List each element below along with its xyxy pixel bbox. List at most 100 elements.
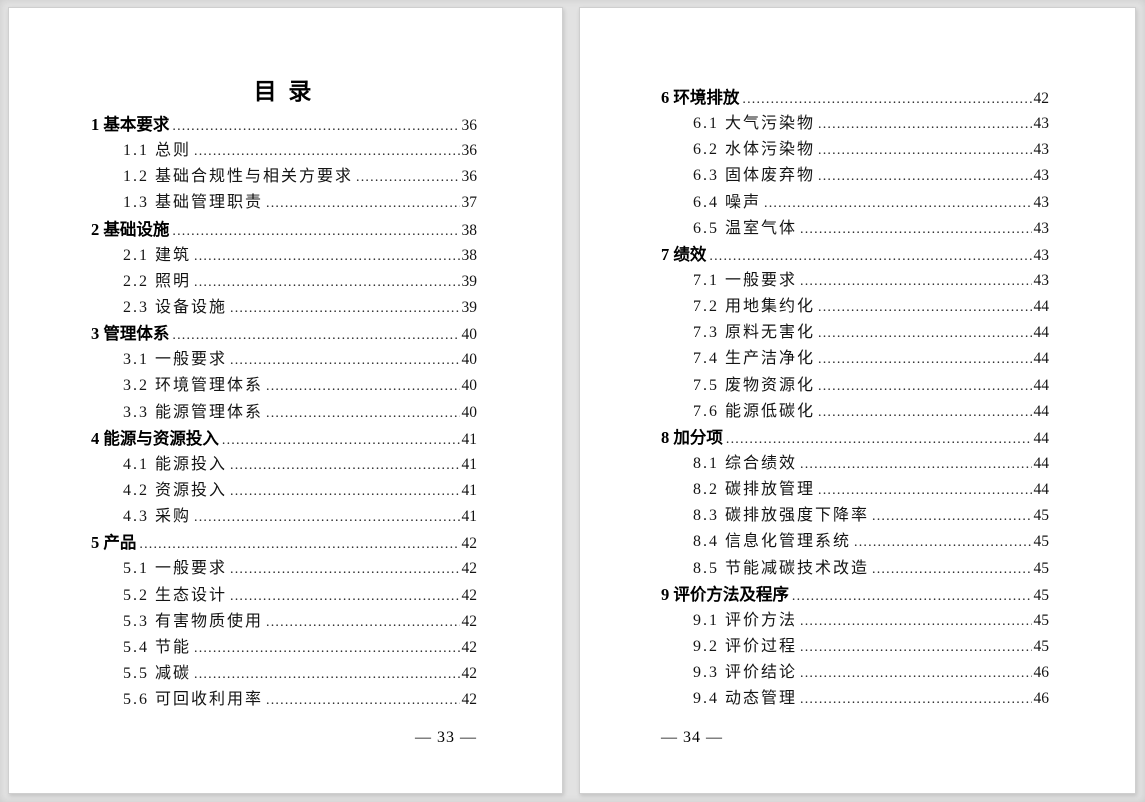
toc-list-left: 1 基本要求 36 1.1 总则 36 1.2 基础合规性与相关方要求 36 1… (91, 112, 477, 713)
toc-entry[interactable]: 5.5 减碳 42 (91, 661, 477, 687)
toc-entry-page-number: 43 (1033, 246, 1050, 264)
toc-entry-page-number: 43 (1033, 167, 1050, 185)
toc-entry-page-number: 42 (1033, 90, 1050, 107)
toc-entry[interactable]: 4.3 采购 41 (91, 504, 477, 530)
toc-entry[interactable]: 3.1 一般要求 40 (91, 347, 477, 373)
toc-entry[interactable]: 4.1 能源投入 41 (91, 452, 477, 478)
toc-entry-label: 7.3 原料无害化 (693, 324, 816, 342)
toc-dot-leader (194, 139, 459, 165)
toc-entry[interactable]: 6.3 固体废弃物 43 (661, 163, 1049, 189)
toc-dot-leader (764, 191, 1031, 217)
toc-entry-label: 6 环境排放 (661, 88, 740, 107)
toc-dot-leader (356, 165, 459, 191)
toc-entry[interactable]: 1.3 基础管理职责 37 (91, 190, 477, 216)
toc-entry[interactable]: 3.3 能源管理体系 40 (91, 400, 477, 426)
toc-entry[interactable]: 8.1 综合绩效 44 (661, 451, 1049, 477)
toc-entry-page-number: 45 (1033, 533, 1050, 551)
toc-entry-page-number: 43 (1033, 193, 1050, 211)
toc-entry-label: 3.1 一般要求 (123, 351, 228, 369)
toc-entry[interactable]: 2.1 建筑 38 (91, 243, 477, 269)
toc-entry[interactable]: 6.2 水体污染物 43 (661, 137, 1049, 163)
toc-entry[interactable]: 7.3 原料无害化 44 (661, 320, 1049, 346)
toc-entry[interactable]: 8.3 碳排放强度下降率 45 (661, 503, 1049, 529)
toc-entry[interactable]: 9.2 评价过程 45 (661, 634, 1049, 660)
toc-dot-leader (800, 609, 1031, 635)
toc-entry[interactable]: 9.1 评价方法 45 (661, 608, 1049, 634)
toc-entry-label: 6.1 大气污染物 (693, 115, 816, 133)
toc-entry[interactable]: 1 基本要求 36 (91, 112, 477, 138)
toc-entry[interactable]: 2 基础设施 38 (91, 217, 477, 243)
toc-entry-label: 2.2 照明 (123, 272, 192, 290)
toc-entry[interactable]: 3.2 环境管理体系 40 (91, 373, 477, 399)
toc-entry-page-number: 44 (1033, 324, 1050, 342)
toc-dot-leader (194, 662, 459, 688)
toc-entry-label: 3.2 环境管理体系 (123, 377, 264, 395)
toc-entry-page-number: 44 (1033, 402, 1050, 420)
toc-entry-page-number: 42 (461, 586, 478, 604)
toc-entry[interactable]: 7.4 生产洁净化 44 (661, 346, 1049, 372)
toc-entry[interactable]: 5.3 有害物质使用 42 (91, 609, 477, 635)
toc-dot-leader (818, 374, 1031, 400)
toc-entry-label: 7.1 一般要求 (693, 271, 798, 289)
toc-entry[interactable]: 9.4 动态管理 46 (661, 686, 1049, 712)
toc-entry[interactable]: 1.1 总则 36 (91, 138, 477, 164)
toc-list-right: 6 环境排放 42 6.1 大气污染物 43 6.2 水体污染物 43 6.3 … (661, 85, 1049, 712)
toc-entry[interactable]: 2.2 照明 39 (91, 269, 477, 295)
toc-dot-leader (230, 296, 459, 322)
toc-entry[interactable]: 7.6 能源低碳化 44 (661, 399, 1049, 425)
toc-entry[interactable]: 3 管理体系 40 (91, 321, 477, 347)
toc-entry[interactable]: 5.1 一般要求 42 (91, 556, 477, 582)
toc-entry-page-number: 43 (1033, 219, 1050, 237)
toc-entry-label: 9.4 动态管理 (693, 690, 798, 708)
toc-entry[interactable]: 5.4 节能 42 (91, 635, 477, 661)
toc-entry-page-number: 38 (461, 221, 478, 239)
toc-entry-label: 5.3 有害物质使用 (123, 612, 264, 630)
toc-title: 目 录 (253, 79, 315, 104)
toc-entry-label: 4.1 能源投入 (123, 455, 228, 473)
toc-dot-leader (266, 374, 459, 400)
toc-entry[interactable]: 7 绩效 43 (661, 242, 1049, 268)
toc-dot-leader (872, 504, 1031, 530)
toc-entry[interactable]: 4.2 资源投入 41 (91, 478, 477, 504)
toc-entry[interactable]: 5.2 生态设计 42 (91, 583, 477, 609)
toc-entry-page-number: 45 (1033, 507, 1050, 525)
toc-entry-page-number: 42 (461, 691, 478, 709)
toc-entry[interactable]: 8.5 节能减碳技术改造 45 (661, 556, 1049, 582)
toc-dot-leader (230, 348, 459, 374)
toc-entry-label: 8.5 节能减碳技术改造 (693, 559, 870, 577)
toc-entry[interactable]: 2.3 设备设施 39 (91, 295, 477, 321)
toc-entry[interactable]: 9 评价方法及程序 45 (661, 582, 1049, 608)
toc-entry-label: 6.3 固体废弃物 (693, 167, 816, 185)
toc-dot-leader (854, 530, 1031, 556)
toc-entry[interactable]: 8.4 信息化管理系统 45 (661, 529, 1049, 555)
toc-entry[interactable]: 7.1 一般要求 43 (661, 268, 1049, 294)
toc-entry-page-number: 45 (1033, 611, 1050, 629)
toc-entry-label: 6.2 水体污染物 (693, 141, 816, 159)
document-page-34: 6 环境排放 42 6.1 大气污染物 43 6.2 水体污染物 43 6.3 … (579, 7, 1136, 794)
toc-entry[interactable]: 6.5 温室气体 43 (661, 216, 1049, 242)
toc-entry-page-number: 44 (1033, 376, 1050, 394)
toc-entry-label: 8.2 碳排放管理 (693, 481, 816, 499)
document-page-33: 目 录 1 基本要求 36 1.1 总则 36 1.2 基础合规性与相关方要求 … (8, 7, 563, 794)
toc-entry[interactable]: 6 环境排放 42 (661, 85, 1049, 111)
toc-dot-leader (194, 505, 459, 531)
toc-entry[interactable]: 5 产品 42 (91, 530, 477, 556)
toc-entry[interactable]: 6.4 噪声 43 (661, 190, 1049, 216)
toc-entry-label: 7.6 能源低碳化 (693, 402, 816, 420)
toc-entry[interactable]: 6.1 大气污染物 43 (661, 111, 1049, 137)
toc-entry-page-number: 44 (1033, 350, 1050, 368)
toc-entry[interactable]: 4 能源与资源投入 41 (91, 426, 477, 452)
toc-entry[interactable]: 1.2 基础合规性与相关方要求 36 (91, 164, 477, 190)
toc-dot-leader (818, 478, 1031, 504)
toc-entry[interactable]: 8 加分项 44 (661, 425, 1049, 451)
toc-entry-label: 3.3 能源管理体系 (123, 403, 264, 421)
toc-entry-label: 7.5 废物资源化 (693, 376, 816, 394)
toc-dot-leader (172, 323, 459, 349)
toc-entry[interactable]: 9.3 评价结论 46 (661, 660, 1049, 686)
toc-entry-label: 8 加分项 (661, 427, 723, 447)
toc-entry[interactable]: 7.5 废物资源化 44 (661, 373, 1049, 399)
toc-entry[interactable]: 5.6 可回收利用率 42 (91, 687, 477, 713)
toc-entry[interactable]: 7.2 用地集约化 44 (661, 294, 1049, 320)
toc-entry-label: 5.2 生态设计 (123, 586, 228, 604)
toc-entry[interactable]: 8.2 碳排放管理 44 (661, 477, 1049, 503)
